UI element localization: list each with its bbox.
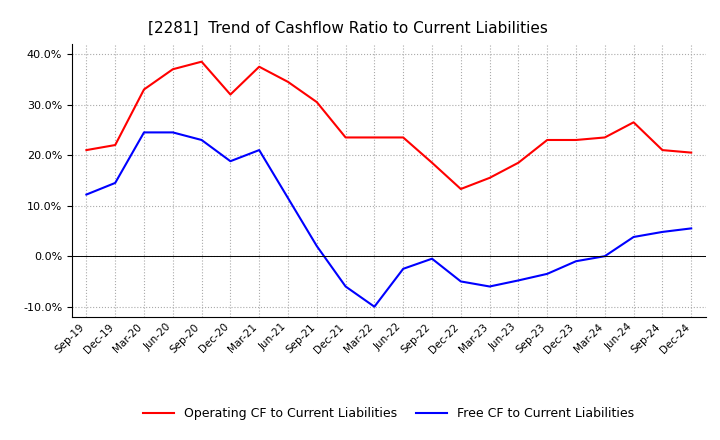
Operating CF to Current Liabilities [658,147,667,153]
Free CF to Current Liabilities [255,147,264,153]
Operating CF to Current Liabilities [226,92,235,97]
Free CF to Current Liabilities [629,235,638,240]
Line: Free CF to Current Liabilities: Free CF to Current Liabilities [86,132,691,307]
Free CF to Current Liabilities [485,284,494,289]
Free CF to Current Liabilities [111,180,120,186]
Operating CF to Current Liabilities [370,135,379,140]
Free CF to Current Liabilities [658,229,667,235]
Line: Operating CF to Current Liabilities: Operating CF to Current Liabilities [86,62,691,189]
Operating CF to Current Liabilities [197,59,206,64]
Operating CF to Current Liabilities [341,135,350,140]
Free CF to Current Liabilities [140,130,148,135]
Operating CF to Current Liabilities [485,175,494,180]
Operating CF to Current Liabilities [456,187,465,192]
Operating CF to Current Liabilities [543,137,552,143]
Operating CF to Current Liabilities [514,160,523,165]
Operating CF to Current Liabilities [399,135,408,140]
Operating CF to Current Liabilities [687,150,696,155]
Operating CF to Current Liabilities [629,120,638,125]
Operating CF to Current Liabilities [111,143,120,148]
Free CF to Current Liabilities [514,278,523,283]
Free CF to Current Liabilities [82,192,91,197]
Operating CF to Current Liabilities [140,87,148,92]
Operating CF to Current Liabilities [255,64,264,70]
Free CF to Current Liabilities [687,226,696,231]
Free CF to Current Liabilities [284,195,292,201]
Legend: Operating CF to Current Liabilities, Free CF to Current Liabilities: Operating CF to Current Liabilities, Fre… [138,402,639,425]
Free CF to Current Liabilities [399,266,408,271]
Free CF to Current Liabilities [543,271,552,276]
Free CF to Current Liabilities [600,253,609,259]
Operating CF to Current Liabilities [168,66,177,72]
Text: [2281]  Trend of Cashflow Ratio to Current Liabilities: [2281] Trend of Cashflow Ratio to Curren… [148,21,548,36]
Free CF to Current Liabilities [370,304,379,309]
Free CF to Current Liabilities [197,137,206,143]
Free CF to Current Liabilities [456,279,465,284]
Operating CF to Current Liabilities [284,79,292,84]
Operating CF to Current Liabilities [600,135,609,140]
Operating CF to Current Liabilities [312,99,321,105]
Free CF to Current Liabilities [341,284,350,289]
Free CF to Current Liabilities [226,158,235,164]
Free CF to Current Liabilities [312,243,321,249]
Operating CF to Current Liabilities [428,160,436,165]
Free CF to Current Liabilities [428,256,436,261]
Operating CF to Current Liabilities [572,137,580,143]
Operating CF to Current Liabilities [82,147,91,153]
Free CF to Current Liabilities [572,259,580,264]
Free CF to Current Liabilities [168,130,177,135]
